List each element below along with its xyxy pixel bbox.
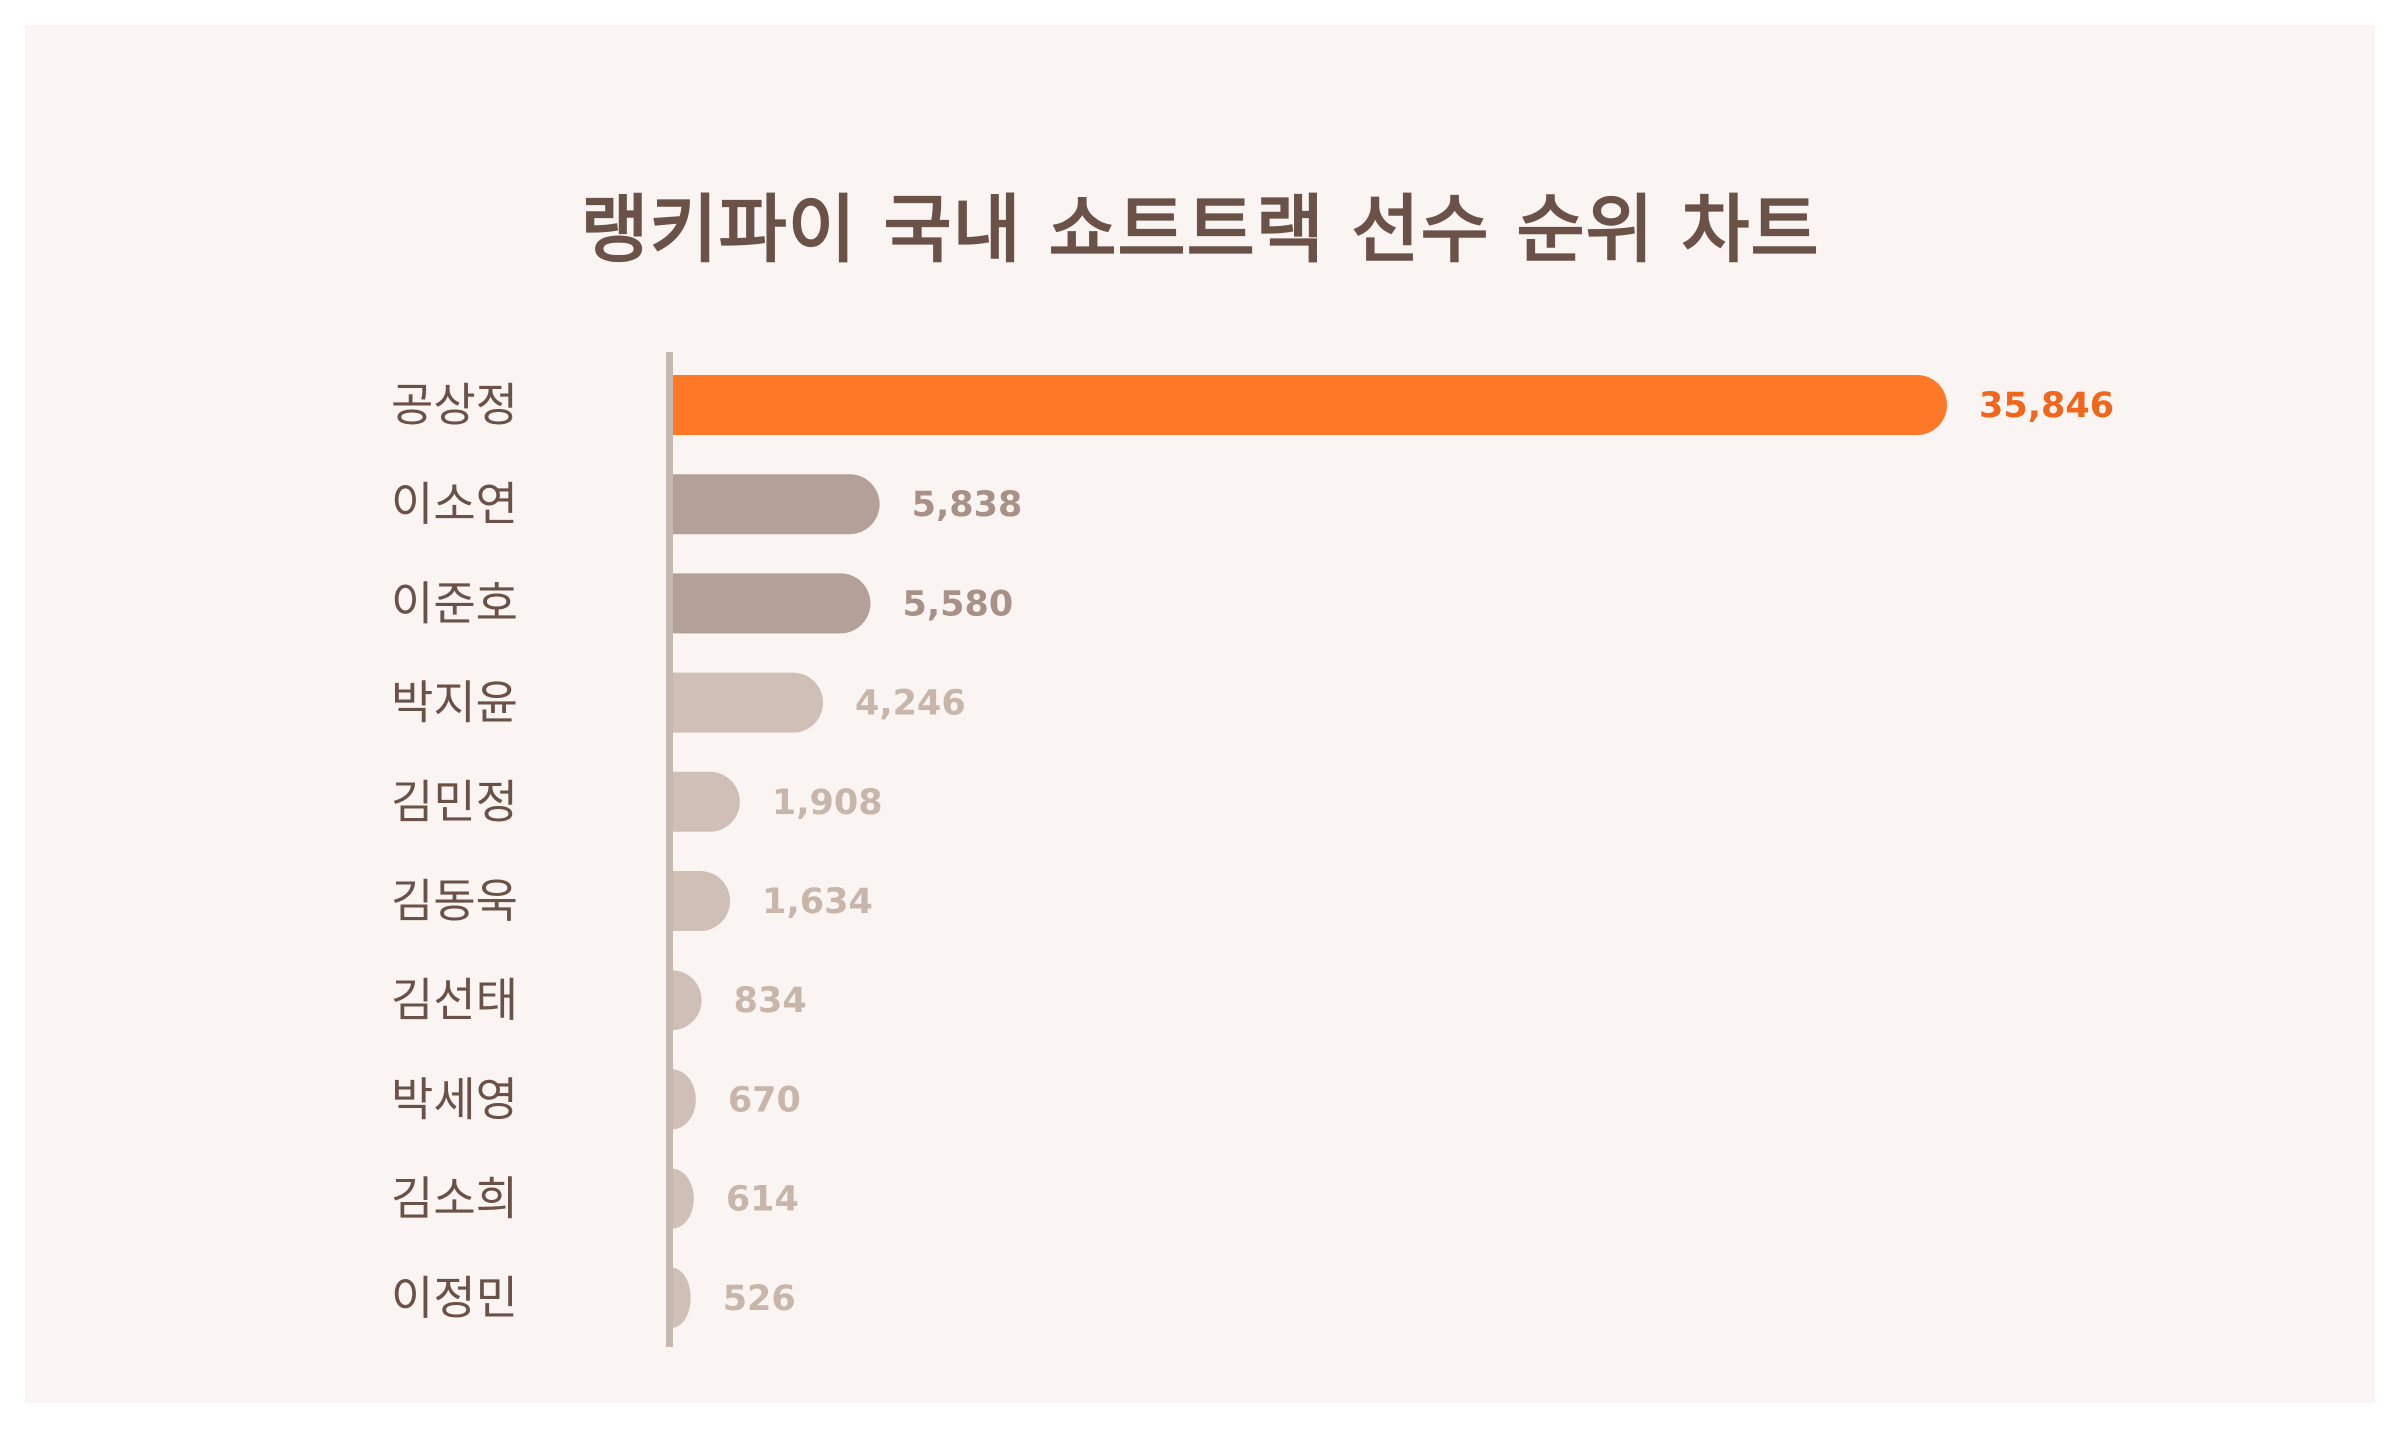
category-label-5: 김민정 — [391, 775, 518, 829]
value-label-5: 1,908 — [772, 783, 883, 823]
value-label-6: 1,634 — [762, 882, 873, 922]
bar-8 — [672, 1069, 696, 1130]
category-label-3: 이준호 — [391, 576, 518, 630]
y-axis-line — [666, 352, 673, 1347]
value-label-2: 5,838 — [912, 485, 1023, 525]
category-label-1: 공상정 — [391, 378, 518, 432]
category-label-2: 이소연 — [391, 477, 518, 531]
value-label-10: 526 — [723, 1279, 796, 1319]
bar-7 — [672, 970, 702, 1031]
category-label-7: 김선태 — [391, 973, 518, 1027]
value-label-1: 35,846 — [1979, 386, 2114, 426]
category-label-10: 이정민 — [391, 1271, 518, 1325]
value-label-8: 670 — [728, 1080, 801, 1120]
chart-panel — [25, 25, 2375, 1403]
category-label-8: 박세영 — [391, 1072, 518, 1126]
bar-2 — [672, 474, 880, 535]
bar-10 — [672, 1267, 691, 1328]
bar-1 — [672, 375, 1947, 435]
category-label-4: 박지윤 — [391, 676, 518, 730]
bar-3 — [672, 573, 871, 634]
value-label-9: 614 — [726, 1180, 799, 1220]
bar-4 — [672, 672, 824, 733]
value-label-7: 834 — [734, 981, 807, 1021]
bar-9 — [672, 1168, 694, 1229]
value-label-4: 4,246 — [855, 684, 966, 724]
category-label-9: 김소희 — [391, 1172, 518, 1226]
category-label-6: 김동욱 — [391, 874, 518, 928]
bar-5 — [672, 771, 740, 832]
bar-6 — [672, 871, 731, 931]
chart-title: 랭키파이 국내 쇼트트랙 선수 순위 차트 — [580, 187, 1820, 273]
value-label-3: 5,580 — [902, 584, 1013, 624]
